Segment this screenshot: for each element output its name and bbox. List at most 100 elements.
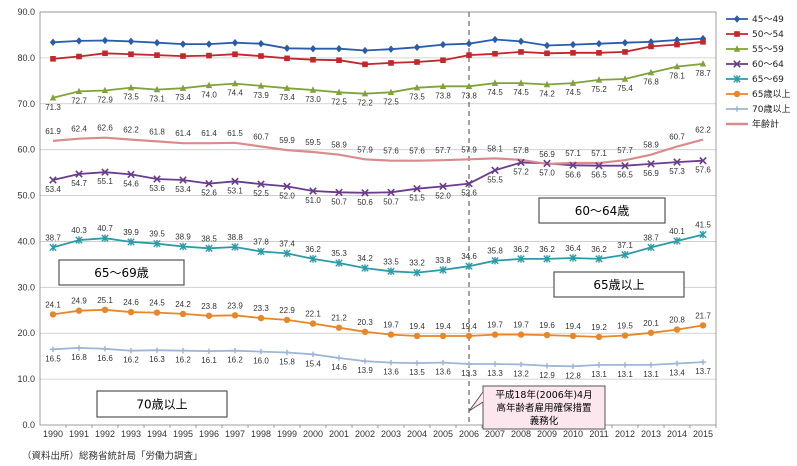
- data-label: 20.1: [643, 319, 659, 328]
- law-callout-pointer: [468, 391, 484, 412]
- data-marker: [231, 347, 239, 354]
- data-marker: [153, 85, 161, 93]
- data-label: 38.7: [643, 233, 659, 242]
- data-label: 73.8: [461, 91, 477, 100]
- data-marker: [622, 49, 628, 55]
- data-label: 19.7: [487, 321, 503, 330]
- data-label: 24.6: [123, 298, 139, 307]
- data-label: 40.1: [669, 227, 685, 236]
- data-label: 74.5: [487, 88, 503, 97]
- data-label: 36.2: [591, 245, 607, 254]
- data-marker: [414, 59, 420, 65]
- y-tick-label: 10.0: [17, 374, 35, 384]
- data-marker: [361, 89, 369, 97]
- data-marker: [101, 36, 109, 45]
- data-marker: [127, 37, 135, 46]
- law-callout-line1: 平成18年(2006年)4月: [495, 389, 592, 401]
- data-label: 24.1: [45, 300, 61, 309]
- data-label: 61.8: [149, 127, 165, 136]
- data-marker: [153, 240, 161, 248]
- data-label: 13.3: [461, 369, 477, 378]
- data-label: 73.5: [123, 93, 139, 102]
- data-marker: [102, 50, 108, 57]
- data-label: 23.8: [201, 302, 217, 311]
- data-marker: [465, 332, 473, 340]
- data-label: 37.4: [279, 239, 295, 248]
- data-label: 54.7: [71, 179, 87, 188]
- x-tick-label: 1999: [277, 429, 297, 439]
- x-tick-label: 1991: [69, 429, 89, 439]
- data-label: 19.2: [591, 323, 607, 332]
- data-marker: [75, 345, 83, 351]
- data-label: 19.7: [383, 321, 399, 330]
- x-tick-label: 1998: [251, 429, 271, 439]
- data-marker: [621, 161, 629, 170]
- data-label: 58.9: [331, 141, 347, 150]
- data-label: 33.5: [383, 257, 399, 266]
- x-tick-label: 2000: [303, 429, 323, 439]
- data-label: 72.9: [97, 95, 113, 104]
- data-label: 24.9: [71, 297, 87, 306]
- data-label: 73.5: [409, 93, 425, 102]
- data-label: 57.0: [539, 168, 555, 177]
- box-65-69-frame: [58, 259, 185, 286]
- box-60-64-label: 60～64歳: [575, 204, 630, 218]
- data-marker: [543, 159, 551, 168]
- data-label: 57.1: [591, 149, 607, 158]
- data-marker: [101, 346, 109, 352]
- data-marker: [465, 39, 473, 48]
- data-label: 38.7: [45, 233, 61, 242]
- data-marker: [127, 308, 135, 316]
- data-label: 34.2: [357, 254, 373, 263]
- y-tick-label: 30.0: [17, 282, 35, 292]
- data-label: 36.2: [539, 245, 555, 254]
- data-marker: [335, 188, 343, 197]
- data-marker: [49, 346, 57, 352]
- box-70plus-frame: [96, 390, 228, 418]
- data-label: 13.1: [591, 370, 607, 379]
- data-marker: [309, 320, 317, 327]
- data-marker: [179, 242, 187, 251]
- data-marker: [101, 234, 109, 242]
- y-tick-label: 50.0: [17, 191, 35, 201]
- data-marker: [153, 39, 161, 47]
- data-label: 57.2: [513, 168, 529, 177]
- data-label: 13.2: [513, 369, 529, 378]
- data-label: 74.5: [565, 88, 581, 97]
- y-tick-label: 60.0: [17, 145, 35, 155]
- data-marker: [153, 309, 161, 316]
- data-label: 20.3: [357, 318, 373, 327]
- data-marker: [647, 362, 655, 368]
- data-label: 59.9: [279, 136, 295, 145]
- data-marker: [647, 160, 655, 168]
- data-label: 78.1: [669, 72, 685, 81]
- data-label: 57.1: [565, 149, 581, 158]
- data-marker: [49, 243, 57, 252]
- data-marker: [733, 75, 741, 83]
- data-marker: [257, 180, 265, 188]
- data-label: 13.1: [643, 370, 659, 379]
- data-marker: [283, 249, 291, 258]
- data-label: 74.5: [513, 88, 529, 97]
- data-label: 16.2: [123, 356, 139, 365]
- data-marker: [257, 247, 265, 256]
- data-marker: [569, 363, 577, 369]
- data-label: 57.7: [617, 146, 633, 155]
- data-label: 61.4: [201, 129, 217, 138]
- data-marker: [439, 359, 447, 366]
- data-label: 13.6: [435, 368, 451, 377]
- data-marker: [733, 106, 741, 112]
- data-label: 41.5: [695, 221, 711, 230]
- data-label: 20.8: [669, 316, 685, 325]
- data-marker: [309, 351, 317, 358]
- data-label: 38.8: [227, 233, 243, 242]
- data-label: 50.6: [357, 198, 373, 207]
- data-label: 75.4: [617, 84, 633, 93]
- data-marker: [595, 362, 603, 368]
- data-marker: [335, 324, 343, 331]
- data-marker: [673, 158, 681, 166]
- y-tick-labels: 0.0 10.0 20.0 30.0 40.0 50.0 60.0 70.0 80.0 90.0: [17, 7, 35, 430]
- data-marker: [596, 50, 602, 56]
- data-label: 50.7: [331, 197, 347, 206]
- data-marker: [258, 53, 264, 59]
